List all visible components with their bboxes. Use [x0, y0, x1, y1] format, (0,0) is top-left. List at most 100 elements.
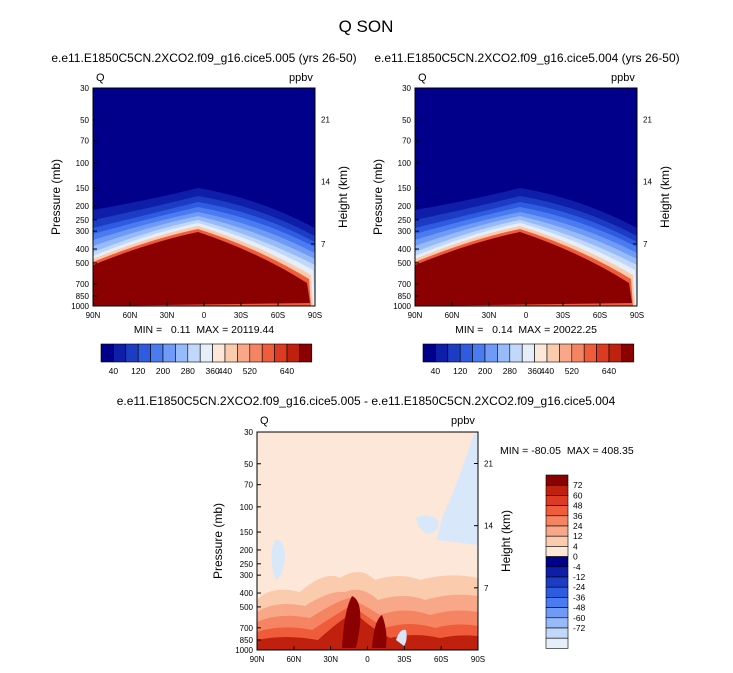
colorbar-swatch [545, 586, 569, 598]
x-ticks: 90N 60N 30N 0 30S 60S 90S [408, 302, 644, 320]
y-axis-label: Pressure (mb) [211, 503, 225, 579]
colorbar-swatch [545, 617, 569, 629]
x-tick-label: 0 [202, 311, 207, 320]
y-tick-label: 850 [398, 292, 412, 301]
y-tick-label: 200 [398, 202, 412, 211]
colorbar-swatch [435, 343, 449, 363]
colorbar-swatch [509, 343, 523, 363]
colorbar-swatch [472, 343, 486, 363]
colorbar-swatch [484, 343, 498, 363]
panel-units-label: ppbv [611, 72, 635, 84]
colorbar-swatch [545, 484, 569, 496]
y-right-tick-label: 21 [643, 115, 652, 124]
colorbar-label: 520 [565, 366, 579, 376]
y-right-tick-label: 21 [321, 115, 330, 124]
colorbar-label: 120 [131, 366, 145, 376]
positive-core [372, 615, 387, 648]
colorbar-label: -48 [573, 603, 586, 613]
y-tick-label: 300 [240, 571, 254, 580]
panel-title: e.e11.E1850C5CN.2XCO2.f09_g16.cice5.004 … [374, 51, 679, 65]
figure-title: Q SON [339, 17, 394, 36]
y-tick-label: 500 [76, 259, 90, 268]
colorbar-swatch [545, 607, 569, 619]
colorbar-label: 72 [573, 480, 583, 490]
colorbar-swatch [212, 343, 226, 363]
y-tick-label: 1000 [71, 302, 89, 311]
colorbar-swatch [608, 343, 622, 363]
x-tick-label: 30N [323, 655, 338, 664]
x-tick-label: 90N [408, 311, 423, 320]
x-ticks: 90N 60N 30N 0 30S 60S 90S [86, 302, 322, 320]
x-tick-label: 60N [123, 311, 138, 320]
y-tick-label: 70 [244, 481, 253, 490]
colorbar-swatch [150, 343, 164, 363]
min-max-stats: MIN = -80.05 MAX = 408.35 [500, 445, 634, 457]
colorbar-label: -60 [573, 613, 586, 623]
x-ticks: 90N 60N 30N 0 30S 60S 90S [250, 646, 485, 664]
y-tick-label: 50 [244, 460, 253, 469]
colorbar-swatch [545, 597, 569, 608]
colorbar-label: -24 [573, 582, 586, 592]
colorbar-label: 640 [602, 366, 616, 376]
panel-model-004: e.e11.E1850C5CN.2XCO2.f09_g16.cice5.004 … [371, 51, 680, 376]
y-tick-label: 150 [240, 528, 254, 537]
x-tick-label: 30S [397, 655, 411, 664]
y-tick-label: 30 [402, 84, 411, 93]
colorbar-swatch [571, 343, 585, 363]
colorbar-swatch [545, 576, 569, 588]
x-tick-label: 60N [445, 311, 460, 320]
y-tick-label: 400 [240, 589, 254, 598]
colorbar-label: 200 [156, 366, 170, 376]
field-band [93, 232, 310, 306]
y-tick-label: 150 [76, 184, 90, 193]
x-tick-label: 60N [286, 655, 301, 664]
colorbar-swatch [497, 343, 511, 363]
y-tick-label: 850 [76, 292, 90, 301]
colorbar-swatch [274, 343, 288, 363]
y-axis-label: Pressure (mb) [49, 159, 63, 235]
x-tick-label: 0 [524, 311, 529, 320]
colorbar-swatch [545, 535, 569, 547]
negative-region [437, 434, 478, 545]
colorbar-label: 440 [218, 366, 232, 376]
colorbar-label: 360 [528, 366, 542, 376]
x-tick-label: 0 [365, 655, 370, 664]
colorbar-swatch [545, 525, 569, 537]
colorbar-swatch [249, 343, 263, 363]
colorbar-label: 40 [109, 366, 119, 376]
y-tick-label: 1000 [393, 302, 411, 311]
colorbar-swatch [583, 343, 597, 363]
y-tick-label: 400 [76, 245, 90, 254]
panel-title: e.e11.E1850C5CN.2XCO2.f09_g16.cice5.005 … [51, 51, 356, 65]
contour-field [415, 88, 637, 306]
colorbar-swatch [545, 515, 569, 527]
y-tick-label: 500 [398, 259, 412, 268]
colorbar-label: -72 [573, 623, 586, 633]
y-right-tick-label: 14 [321, 178, 330, 187]
colorbar-label: 36 [573, 511, 583, 521]
colorbar-swatch [559, 343, 573, 363]
positive-core [342, 596, 361, 648]
y-right-tick-label: 14 [484, 522, 493, 531]
y-right-tick-label: 7 [643, 240, 648, 249]
x-tick-label: 90N [86, 311, 101, 320]
contour-field [257, 432, 478, 650]
colorbar-swatch [447, 343, 461, 363]
colorbar-swatch [175, 343, 189, 363]
negative-region [271, 539, 285, 580]
panel-units-label: ppbv [289, 72, 313, 84]
colorbar-swatch [187, 343, 201, 363]
colorbar-label: 0 [573, 552, 578, 562]
colorbar-swatch [299, 343, 313, 363]
colorbar-swatch [621, 343, 635, 363]
y-right-ticks: 21 14 7 [311, 115, 330, 249]
colorbar-label: 60 [573, 490, 583, 500]
y-tick-label: 250 [398, 216, 412, 225]
y-tick-label: 50 [402, 116, 411, 125]
colorbar-label: 360 [206, 366, 220, 376]
y-tick-label: 700 [398, 280, 412, 289]
